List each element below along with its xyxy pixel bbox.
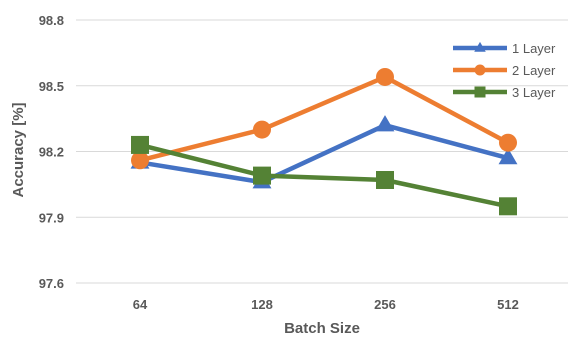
series-line [139,122,509,185]
series-2-layer [131,67,517,170]
gridlines [76,19,568,284]
legend-item: 1 Layer [453,41,556,56]
y-tick-label: 98.5 [39,79,64,94]
data-point-circle [131,151,149,170]
data-point-square [131,135,149,154]
series-line [139,142,509,209]
y-tick-label: 98.8 [39,13,64,28]
data-point-triangle [474,41,486,52]
data-point-circle [474,64,486,76]
x-tick-label: 128 [251,297,273,312]
data-point-triangle [375,115,395,132]
series-layer [130,67,518,216]
y-tick-label: 97.9 [39,210,64,225]
legend-label: 2 Layer [512,63,556,78]
data-point-square [376,170,394,189]
series-line [139,74,510,163]
data-point-square [474,86,486,98]
y-tick-label: 97.6 [39,276,64,291]
x-axis-title: Batch Size [284,320,360,337]
data-point-circle [499,133,517,152]
series-3-layer [131,135,517,216]
legend-item: 2 Layer [453,63,556,78]
legend-label: 3 Layer [512,85,556,100]
data-point-square [253,166,271,185]
x-tick-label: 256 [374,297,396,312]
data-point-circle [253,120,271,139]
y-tick-labels: 97.6 97.9 98.2 98.5 98.8 [39,13,64,291]
legend-item: 3 Layer [453,85,556,100]
y-axis-title: Accuracy [%] [10,102,27,197]
data-point-triangle [498,148,518,165]
legend-label: 1 Layer [512,41,556,56]
data-point-square [499,197,517,216]
data-point-circle [376,67,394,86]
x-tick-labels: 64 128 256 512 [133,297,519,312]
x-tick-label: 512 [497,297,519,312]
legend: 1 Layer 2 Layer 3 Layer [453,41,556,100]
x-tick-label: 64 [133,297,148,312]
y-tick-label: 98.2 [39,145,64,160]
